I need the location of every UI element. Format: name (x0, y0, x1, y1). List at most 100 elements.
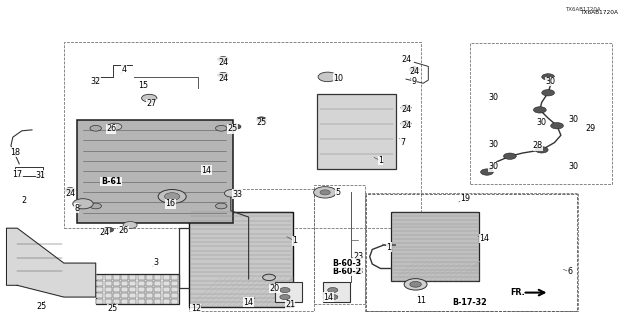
Bar (138, 292, 145, 298)
Text: 23: 23 (353, 267, 364, 276)
Bar (171, 287, 178, 292)
Bar (129, 281, 136, 286)
Text: 1: 1 (292, 236, 297, 245)
Circle shape (541, 90, 554, 96)
Text: 17: 17 (12, 170, 22, 179)
Circle shape (550, 123, 563, 129)
Text: B-60-2: B-60-2 (332, 267, 362, 276)
Text: 33: 33 (232, 190, 242, 199)
Text: 14: 14 (479, 234, 490, 243)
Bar (323, 283, 350, 302)
Text: 1: 1 (387, 243, 391, 252)
Text: 30: 30 (546, 77, 556, 86)
Circle shape (218, 72, 228, 77)
Bar (121, 299, 128, 304)
Text: 30: 30 (488, 163, 499, 172)
Circle shape (328, 294, 338, 300)
Bar (392, 212, 479, 281)
Circle shape (141, 94, 157, 102)
Bar (138, 299, 145, 304)
Circle shape (90, 203, 101, 209)
Circle shape (534, 107, 546, 113)
Circle shape (158, 189, 186, 204)
Circle shape (401, 121, 411, 126)
Text: 24: 24 (218, 74, 228, 83)
Text: 23: 23 (353, 252, 364, 261)
Circle shape (314, 187, 337, 198)
Circle shape (280, 294, 290, 300)
Bar (104, 287, 111, 292)
Bar (97, 287, 103, 292)
Text: 14: 14 (323, 292, 333, 301)
Bar (138, 281, 145, 286)
Bar (154, 275, 161, 280)
Bar (97, 281, 103, 286)
Bar (171, 299, 178, 304)
Text: 26: 26 (106, 124, 116, 133)
Bar (129, 275, 136, 280)
Bar (366, 194, 577, 311)
Text: 6: 6 (567, 267, 572, 276)
Bar (163, 275, 170, 280)
Bar (163, 287, 170, 292)
Bar (163, 292, 170, 298)
Bar (314, 185, 365, 304)
Bar (64, 42, 420, 228)
Bar (129, 287, 136, 292)
Bar (146, 292, 153, 298)
Text: 14: 14 (202, 166, 212, 175)
Text: 24: 24 (401, 105, 411, 114)
Circle shape (536, 147, 548, 153)
Text: 10: 10 (333, 74, 343, 83)
Bar (113, 292, 120, 298)
Bar (154, 287, 161, 292)
Text: 1: 1 (378, 156, 383, 165)
Bar (97, 299, 103, 304)
Circle shape (504, 153, 516, 159)
Text: 5: 5 (335, 188, 340, 197)
Text: 7: 7 (400, 138, 405, 147)
Circle shape (318, 72, 337, 82)
Text: 18: 18 (10, 148, 20, 156)
Bar (96, 274, 179, 304)
Text: 15: 15 (138, 81, 148, 90)
Bar (154, 281, 161, 286)
Bar (171, 275, 178, 280)
Circle shape (73, 199, 93, 209)
Bar (113, 299, 120, 304)
Bar (470, 43, 612, 184)
Bar (121, 287, 128, 292)
Text: B-60-3: B-60-3 (332, 259, 362, 268)
Bar (121, 281, 128, 286)
Text: 28: 28 (533, 141, 543, 150)
Bar (104, 299, 111, 304)
Bar (189, 188, 314, 311)
Text: TX6AB1720A: TX6AB1720A (580, 10, 618, 15)
Text: 32: 32 (91, 77, 100, 86)
Text: 25: 25 (256, 118, 266, 127)
Circle shape (481, 169, 493, 175)
Text: 25: 25 (36, 302, 47, 311)
Text: 9: 9 (412, 77, 417, 86)
Circle shape (256, 117, 266, 122)
Bar (121, 275, 128, 280)
Bar (275, 283, 302, 302)
Text: 4: 4 (121, 65, 126, 74)
Text: 31: 31 (36, 171, 46, 180)
Text: 29: 29 (586, 124, 596, 133)
Bar (113, 287, 120, 292)
Bar (104, 292, 111, 298)
Text: 30: 30 (488, 93, 499, 102)
Circle shape (328, 288, 338, 292)
Bar (129, 292, 136, 298)
Text: 26: 26 (118, 226, 129, 235)
Bar (163, 281, 170, 286)
Bar (163, 299, 170, 304)
Bar (77, 120, 233, 223)
Circle shape (123, 221, 137, 228)
Text: 30: 30 (488, 140, 499, 149)
Circle shape (65, 188, 76, 193)
Text: 2: 2 (21, 196, 26, 205)
Bar (146, 275, 153, 280)
Bar (121, 292, 128, 298)
